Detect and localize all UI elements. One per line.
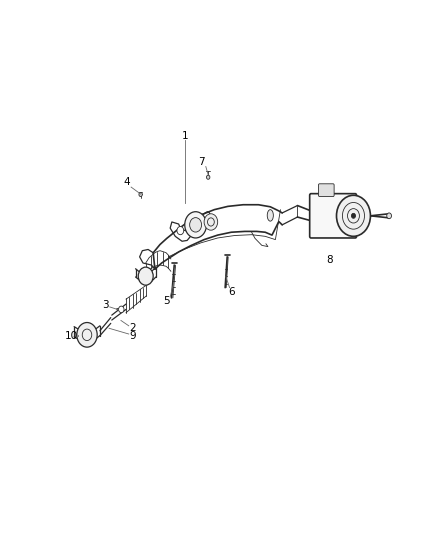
- Circle shape: [138, 267, 153, 285]
- Circle shape: [185, 212, 206, 238]
- Text: 7: 7: [198, 157, 205, 167]
- Ellipse shape: [267, 209, 273, 221]
- Circle shape: [336, 195, 371, 236]
- Circle shape: [204, 214, 218, 230]
- Text: 8: 8: [326, 255, 333, 265]
- Text: 6: 6: [229, 287, 235, 297]
- Circle shape: [351, 213, 356, 219]
- FancyBboxPatch shape: [310, 193, 357, 238]
- Circle shape: [177, 227, 184, 235]
- FancyBboxPatch shape: [318, 184, 334, 197]
- Text: 1: 1: [181, 131, 188, 141]
- Text: 9: 9: [130, 331, 136, 341]
- Circle shape: [190, 217, 201, 232]
- Text: 5: 5: [163, 296, 170, 306]
- Circle shape: [139, 192, 142, 197]
- Circle shape: [387, 213, 392, 219]
- Circle shape: [119, 306, 124, 313]
- Circle shape: [206, 175, 210, 179]
- Text: 4: 4: [124, 177, 130, 187]
- Text: 2: 2: [130, 323, 136, 333]
- Text: 10: 10: [65, 331, 78, 341]
- Circle shape: [77, 322, 97, 347]
- Text: 3: 3: [102, 300, 108, 310]
